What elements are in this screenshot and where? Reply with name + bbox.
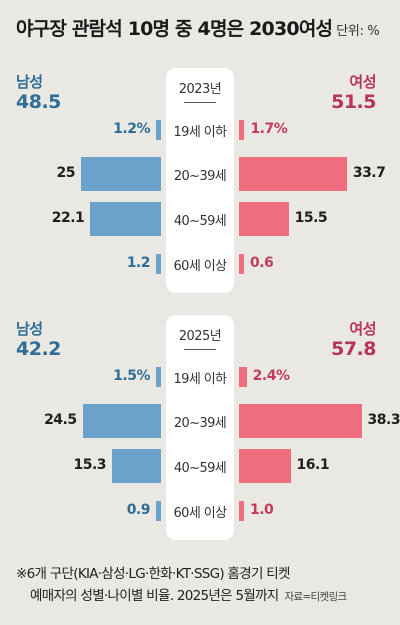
male-value-label: 25 bbox=[56, 165, 76, 181]
year-label: 2025년 bbox=[178, 329, 222, 344]
female-bar bbox=[239, 202, 289, 236]
chart-title: 야구장 관람석 10명 중 4명은 2030여성 단위: % bbox=[16, 14, 380, 41]
female-bar bbox=[239, 501, 244, 521]
male-bar bbox=[81, 157, 161, 191]
female-value-label: 15.5 bbox=[294, 210, 328, 226]
male-label: 남성 bbox=[16, 320, 43, 338]
female-value-label: 1.7% bbox=[250, 121, 288, 137]
male-bar bbox=[90, 202, 161, 236]
female-label: 여성 bbox=[349, 73, 376, 91]
male-value-label: 15.3 bbox=[73, 457, 107, 473]
male-value-label: 1.5% bbox=[113, 368, 150, 384]
female-value-label: 38.3 bbox=[367, 412, 400, 428]
male-bar bbox=[156, 120, 161, 140]
female-value-label: 16.1 bbox=[296, 457, 330, 473]
center-column bbox=[166, 68, 234, 293]
age-group-label: 40~59세 bbox=[173, 214, 227, 229]
female-value-label: 1.0 bbox=[250, 502, 274, 518]
male-bar bbox=[156, 501, 161, 521]
male-value-label: 1.2% bbox=[113, 121, 150, 137]
title-text: 야구장 관람석 10명 중 4명은 2030여성 bbox=[16, 18, 333, 40]
year-underline bbox=[184, 349, 216, 350]
age-group-label: 60세 이상 bbox=[173, 259, 228, 274]
female-bar bbox=[239, 254, 244, 274]
footnote: ※6개 구단(KIA·삼성·LG·한화·KT·SSG) 홈경기 티켓 예매자의 … bbox=[16, 563, 348, 608]
female-label: 여성 bbox=[349, 320, 376, 338]
year-label: 2023년 bbox=[178, 82, 222, 97]
age-group-label: 19세 이하 bbox=[173, 125, 228, 140]
male-bar bbox=[156, 254, 161, 274]
footnote-line-2: 예매자의 성별·나이별 비율. 2025년은 5월까지 bbox=[30, 588, 279, 604]
age-group-label: 20~39세 bbox=[173, 169, 227, 184]
unit-label: 단위: % bbox=[336, 24, 380, 39]
male-bar bbox=[156, 367, 161, 387]
year-underline bbox=[184, 102, 216, 103]
age-group-label: 40~59세 bbox=[173, 461, 227, 476]
male-total: 48.5 bbox=[16, 91, 61, 113]
footnote-line-1: ※6개 구단(KIA·삼성·LG·한화·KT·SSG) 홈경기 티켓 bbox=[16, 566, 290, 582]
male-value-label: 24.5 bbox=[44, 412, 77, 428]
female-value-label: 0.6 bbox=[250, 255, 274, 271]
female-bar bbox=[239, 367, 247, 387]
source-label: 자료=티켓링크 bbox=[284, 591, 348, 603]
male-total: 42.2 bbox=[16, 338, 61, 360]
male-value-label: 0.9 bbox=[126, 502, 151, 518]
male-bar bbox=[112, 449, 161, 483]
female-total: 51.5 bbox=[331, 91, 376, 113]
male-label: 남성 bbox=[16, 73, 43, 91]
female-value-label: 33.7 bbox=[352, 165, 386, 181]
female-bar bbox=[239, 449, 291, 483]
age-group-label: 20~39세 bbox=[173, 416, 227, 431]
female-bar bbox=[239, 157, 347, 191]
age-group-label: 19세 이하 bbox=[173, 372, 228, 387]
age-group-label: 60세 이상 bbox=[173, 506, 228, 521]
female-value-label: 2.4% bbox=[252, 368, 290, 384]
female-bar bbox=[239, 120, 245, 140]
female-bar bbox=[239, 404, 362, 438]
male-value-label: 1.2 bbox=[126, 255, 151, 271]
chart-panel-2023년: 2023년 남성 48.5 여성 51.5 1.2% 1.7% 19세 이하 25 33.7 20~… bbox=[0, 68, 400, 298]
male-bar bbox=[82, 404, 161, 438]
female-total: 57.8 bbox=[331, 338, 376, 360]
chart-panel-2025년: 2025년 남성 42.2 여성 57.8 1.5% 2.4% 19세 이하 24.5 38.3 2… bbox=[0, 315, 400, 545]
center-column bbox=[166, 315, 234, 540]
male-value-label: 22.1 bbox=[51, 210, 85, 226]
